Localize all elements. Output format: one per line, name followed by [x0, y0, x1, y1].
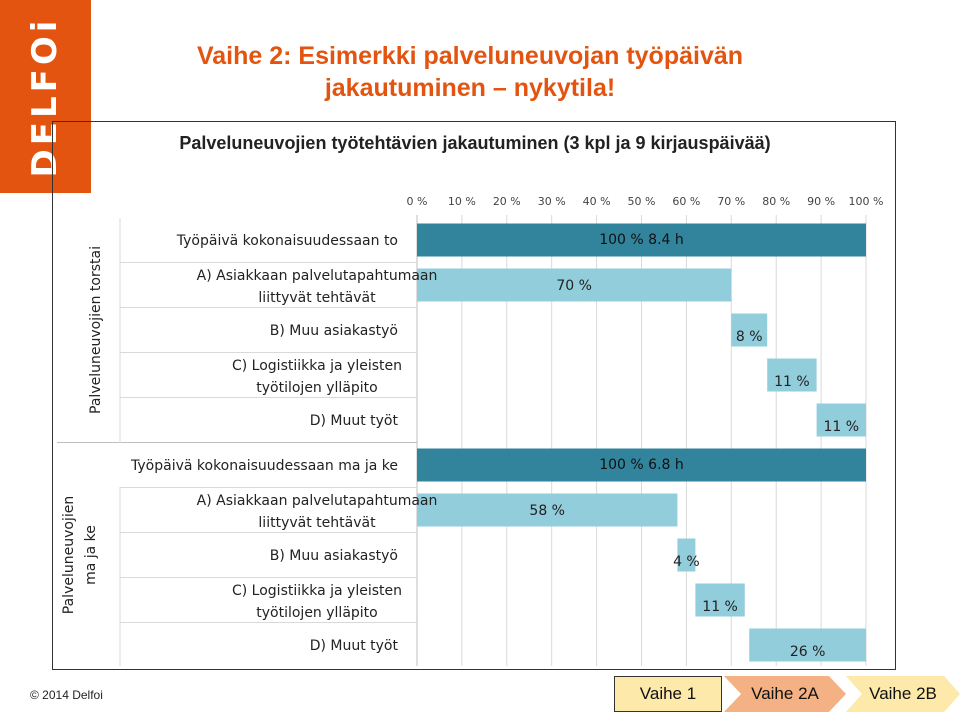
x-tick-label: 90 % [807, 195, 835, 208]
group-label-line: Palveluneuvojien [61, 496, 77, 614]
group-label: Palveluneuvojien ma ja ke [61, 496, 99, 614]
data-label: 70 % [556, 278, 592, 294]
data-label: 26 % [790, 644, 826, 660]
category-label-line: C) Logistiikka ja yleisten [232, 583, 402, 599]
category-label-line: C) Logistiikka ja yleisten [232, 358, 402, 374]
category-label: C) Logistiikka ja yleisten työtilojen yll… [232, 583, 402, 621]
category-label-line: A) Asiakkaan palvelutapahtumaan [197, 493, 438, 509]
chart-title: Palveluneuvojien työtehtävien jakautumin… [179, 133, 771, 153]
data-label: 100 % 8.4 h [599, 232, 684, 248]
category-label: Työpäivä kokonaisuudessaan ma ja ke [130, 458, 398, 474]
bar [749, 628, 866, 662]
category-label-line: liittyvät tehtävät [258, 290, 376, 306]
bar [417, 493, 678, 527]
bar [816, 403, 866, 437]
bar [731, 313, 768, 347]
data-label: 11 % [824, 419, 860, 435]
category-label: B) Muu asiakastyö [270, 548, 398, 564]
step-vaihe-1[interactable]: Vaihe 1 [614, 676, 722, 712]
bar [767, 358, 817, 392]
category-label: D) Muut työt [310, 638, 399, 654]
bar [417, 448, 866, 482]
data-label: 100 % 6.8 h [599, 457, 684, 473]
data-label: 58 % [529, 503, 565, 519]
x-tick-label: 30 % [538, 195, 566, 208]
x-tick-label: 10 % [448, 195, 476, 208]
category-label-line: työtilojen ylläpito [256, 380, 377, 396]
slide-title: Vaihe 2: Esimerkki palveluneuvojan työpä… [196, 42, 744, 102]
category-label: A) Asiakkaan palvelutapahtumaan liittyvät… [197, 268, 438, 306]
bar [695, 583, 745, 617]
data-label: 8 % [736, 329, 763, 345]
data-label: 4 % [673, 554, 700, 570]
category-label-line: työtilojen ylläpito [256, 605, 377, 621]
category-label: C) Logistiikka ja yleisten työtilojen yll… [232, 358, 402, 396]
category-label: D) Muut työt [310, 413, 399, 429]
x-tick-label: 100 % [849, 195, 884, 208]
chart-frame [52, 121, 896, 670]
group-label-line: ma ja ke [83, 525, 99, 585]
x-tick-label: 60 % [672, 195, 700, 208]
x-tick-label: 20 % [493, 195, 521, 208]
x-tick-label: 50 % [628, 195, 656, 208]
x-tick-label: 40 % [583, 195, 611, 208]
category-label-line: liittyvät tehtävät [258, 515, 376, 531]
category-label: A) Asiakkaan palvelutapahtumaan liittyvät… [197, 493, 438, 531]
data-label: 11 % [774, 374, 810, 390]
category-label-line: A) Asiakkaan palvelutapahtumaan [197, 268, 438, 284]
category-label: B) Muu asiakastyö [270, 323, 398, 339]
bar [677, 538, 696, 572]
copyright-text: © 2014 Delfoi [30, 688, 103, 702]
category-label: Työpäivä kokonaisuudessaan to [176, 233, 398, 249]
brand-logo-block: DELFOi [0, 0, 91, 193]
bar [417, 268, 732, 302]
group-label: Palveluneuvojien torstai [88, 246, 104, 414]
step-vaihe-2b[interactable]: Vaihe 2B [846, 676, 960, 712]
x-tick-label: 0 % [407, 195, 428, 208]
x-tick-label: 80 % [762, 195, 790, 208]
group-label-line: Palveluneuvojien torstai [88, 246, 104, 414]
x-tick-label: 70 % [717, 195, 745, 208]
bar [417, 223, 866, 257]
step-vaihe-2a[interactable]: Vaihe 2A [724, 676, 846, 712]
data-label: 11 % [702, 599, 738, 615]
